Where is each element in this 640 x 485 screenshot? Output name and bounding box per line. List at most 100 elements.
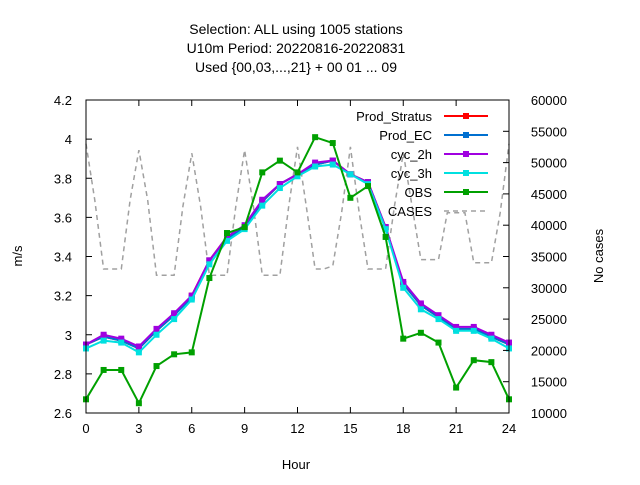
data-point-cyc-2h: [100, 331, 107, 338]
legend-label-cyc-3h: cyc_3h: [391, 166, 432, 181]
data-point-cyc-2h: [188, 292, 195, 299]
data-point-cyc-3h: [224, 237, 230, 244]
y2-tick-label: 40000: [531, 218, 567, 233]
data-point-obs: [276, 157, 283, 164]
data-point-cyc-3h: [417, 306, 424, 313]
legend-marker-obs: [463, 189, 469, 195]
legend-marker-prod-stratus: [463, 113, 469, 119]
y2-tick-label: 20000: [531, 343, 567, 358]
data-point-cyc-3h: [329, 161, 336, 168]
data-point-cyc-3h: [118, 339, 125, 346]
data-point-cyc-2h: [206, 257, 213, 264]
data-point-cyc-2h: [171, 310, 178, 317]
data-point-cyc-3h: [453, 327, 460, 334]
legend: Prod_Stratus Prod_EC cyc_2h cyc_3h OBS CASES: [356, 109, 488, 219]
data-point-cyc-3h: [488, 335, 495, 342]
data-point-cyc-2h: [118, 335, 125, 342]
data-point-obs: [417, 329, 424, 336]
data-point-obs: [135, 400, 142, 407]
data-point-obs: [171, 351, 178, 358]
x-tick-label: 9: [241, 421, 248, 436]
data-point-cyc-3h: [188, 296, 195, 303]
y-tick-label: 2.8: [54, 367, 72, 382]
chart-title-line-1: Selection: ALL using 1005 stations: [189, 21, 403, 37]
data-point-cyc-2h: [453, 323, 460, 330]
data-point-cyc-2h: [417, 300, 424, 307]
y2-tick-label: 50000: [531, 156, 567, 171]
x-tick-label: 18: [396, 421, 410, 436]
data-point-cyc-3h: [470, 327, 477, 334]
data-point-obs: [488, 359, 495, 366]
y2-tick-label: 45000: [531, 187, 567, 202]
data-point-obs: [470, 357, 477, 364]
data-point-obs: [224, 230, 230, 237]
data-point-obs: [329, 140, 336, 147]
series-line-cases: [85, 143, 510, 277]
data-point-obs: [347, 194, 354, 201]
data-point-cyc-3h: [206, 261, 213, 268]
y-tick-label: 3.8: [54, 171, 72, 186]
data-point-cyc-2h: [153, 325, 160, 332]
data-point-obs: [153, 363, 160, 370]
chart-title-line-2: U10m Period: 20220816-20220831: [187, 40, 406, 56]
legend-label-cases: CASES: [388, 204, 432, 219]
data-point-cyc-3h: [259, 202, 266, 209]
y2-tick-label: 25000: [531, 312, 567, 327]
data-point-cyc-2h: [329, 157, 336, 164]
data-point-obs: [259, 169, 266, 176]
data-point-cyc-2h: [276, 181, 283, 188]
y2-tick-label: 30000: [531, 281, 567, 296]
y2-tick-label: 10000: [531, 406, 567, 421]
y-tick-label: 2.6: [54, 406, 72, 421]
data-point-cyc-2h: [259, 196, 266, 203]
legend-marker-cyc-2h: [463, 151, 469, 157]
legend-label-prod-stratus: Prod_Stratus: [356, 109, 432, 124]
data-point-cyc-3h: [135, 349, 142, 356]
data-point-obs: [294, 169, 301, 176]
data-point-obs: [435, 339, 442, 346]
y-tick-label: 3.6: [54, 210, 72, 225]
y-tick-label: 4.2: [54, 93, 72, 108]
data-point-obs: [382, 233, 389, 240]
legend-label-obs: OBS: [405, 185, 433, 200]
y2-tick-label: 15000: [531, 375, 567, 390]
x-tick-label: 6: [188, 421, 195, 436]
x-tick-label: 0: [82, 421, 89, 436]
legend-marker-prod-ec: [463, 132, 469, 138]
data-point-cyc-3h: [435, 316, 442, 323]
data-point-cyc-3h: [153, 331, 160, 338]
x-tick-label: 12: [290, 421, 304, 436]
data-point-cyc-3h: [294, 173, 301, 180]
legend-label-cyc-2h: cyc_2h: [391, 147, 432, 162]
data-point-cyc-3h: [100, 337, 107, 344]
x-axis-label: Hour: [282, 457, 311, 472]
data-point-obs: [365, 183, 371, 190]
y2-tick-label: 35000: [531, 250, 567, 265]
y-tick-label: 3.4: [54, 250, 72, 265]
data-point-cyc-2h: [312, 159, 319, 166]
y-axis-label: m/s: [10, 245, 25, 266]
data-point-cyc-3h: [347, 171, 354, 178]
x-tick-label: 24: [502, 421, 516, 436]
data-point-obs: [241, 224, 248, 231]
data-point-obs: [400, 335, 407, 342]
y2-tick-label: 60000: [531, 93, 567, 108]
data-point-cyc-2h: [135, 343, 142, 350]
data-point-cyc-2h: [400, 278, 407, 285]
data-point-obs: [453, 384, 460, 391]
data-point-cyc-3h: [276, 185, 283, 192]
x-tick-label: 21: [449, 421, 463, 436]
axes: 0 3 6 9 12 15 18 21 24 2.6 2.8 3 3.2 3.4 3.6 3.8 4 4.2 100…: [54, 93, 567, 436]
plot-area: [83, 134, 512, 407]
data-point-obs: [206, 275, 213, 282]
y-tick-label: 3: [65, 328, 72, 343]
legend-label-prod-ec: Prod_EC: [379, 128, 432, 143]
data-point-obs: [312, 134, 319, 141]
data-point-cyc-3h: [382, 226, 389, 233]
data-point-obs: [188, 349, 195, 356]
y2-tick-label: 55000: [531, 124, 567, 139]
data-point-cyc-3h: [312, 163, 319, 170]
data-point-cyc-2h: [470, 323, 477, 330]
